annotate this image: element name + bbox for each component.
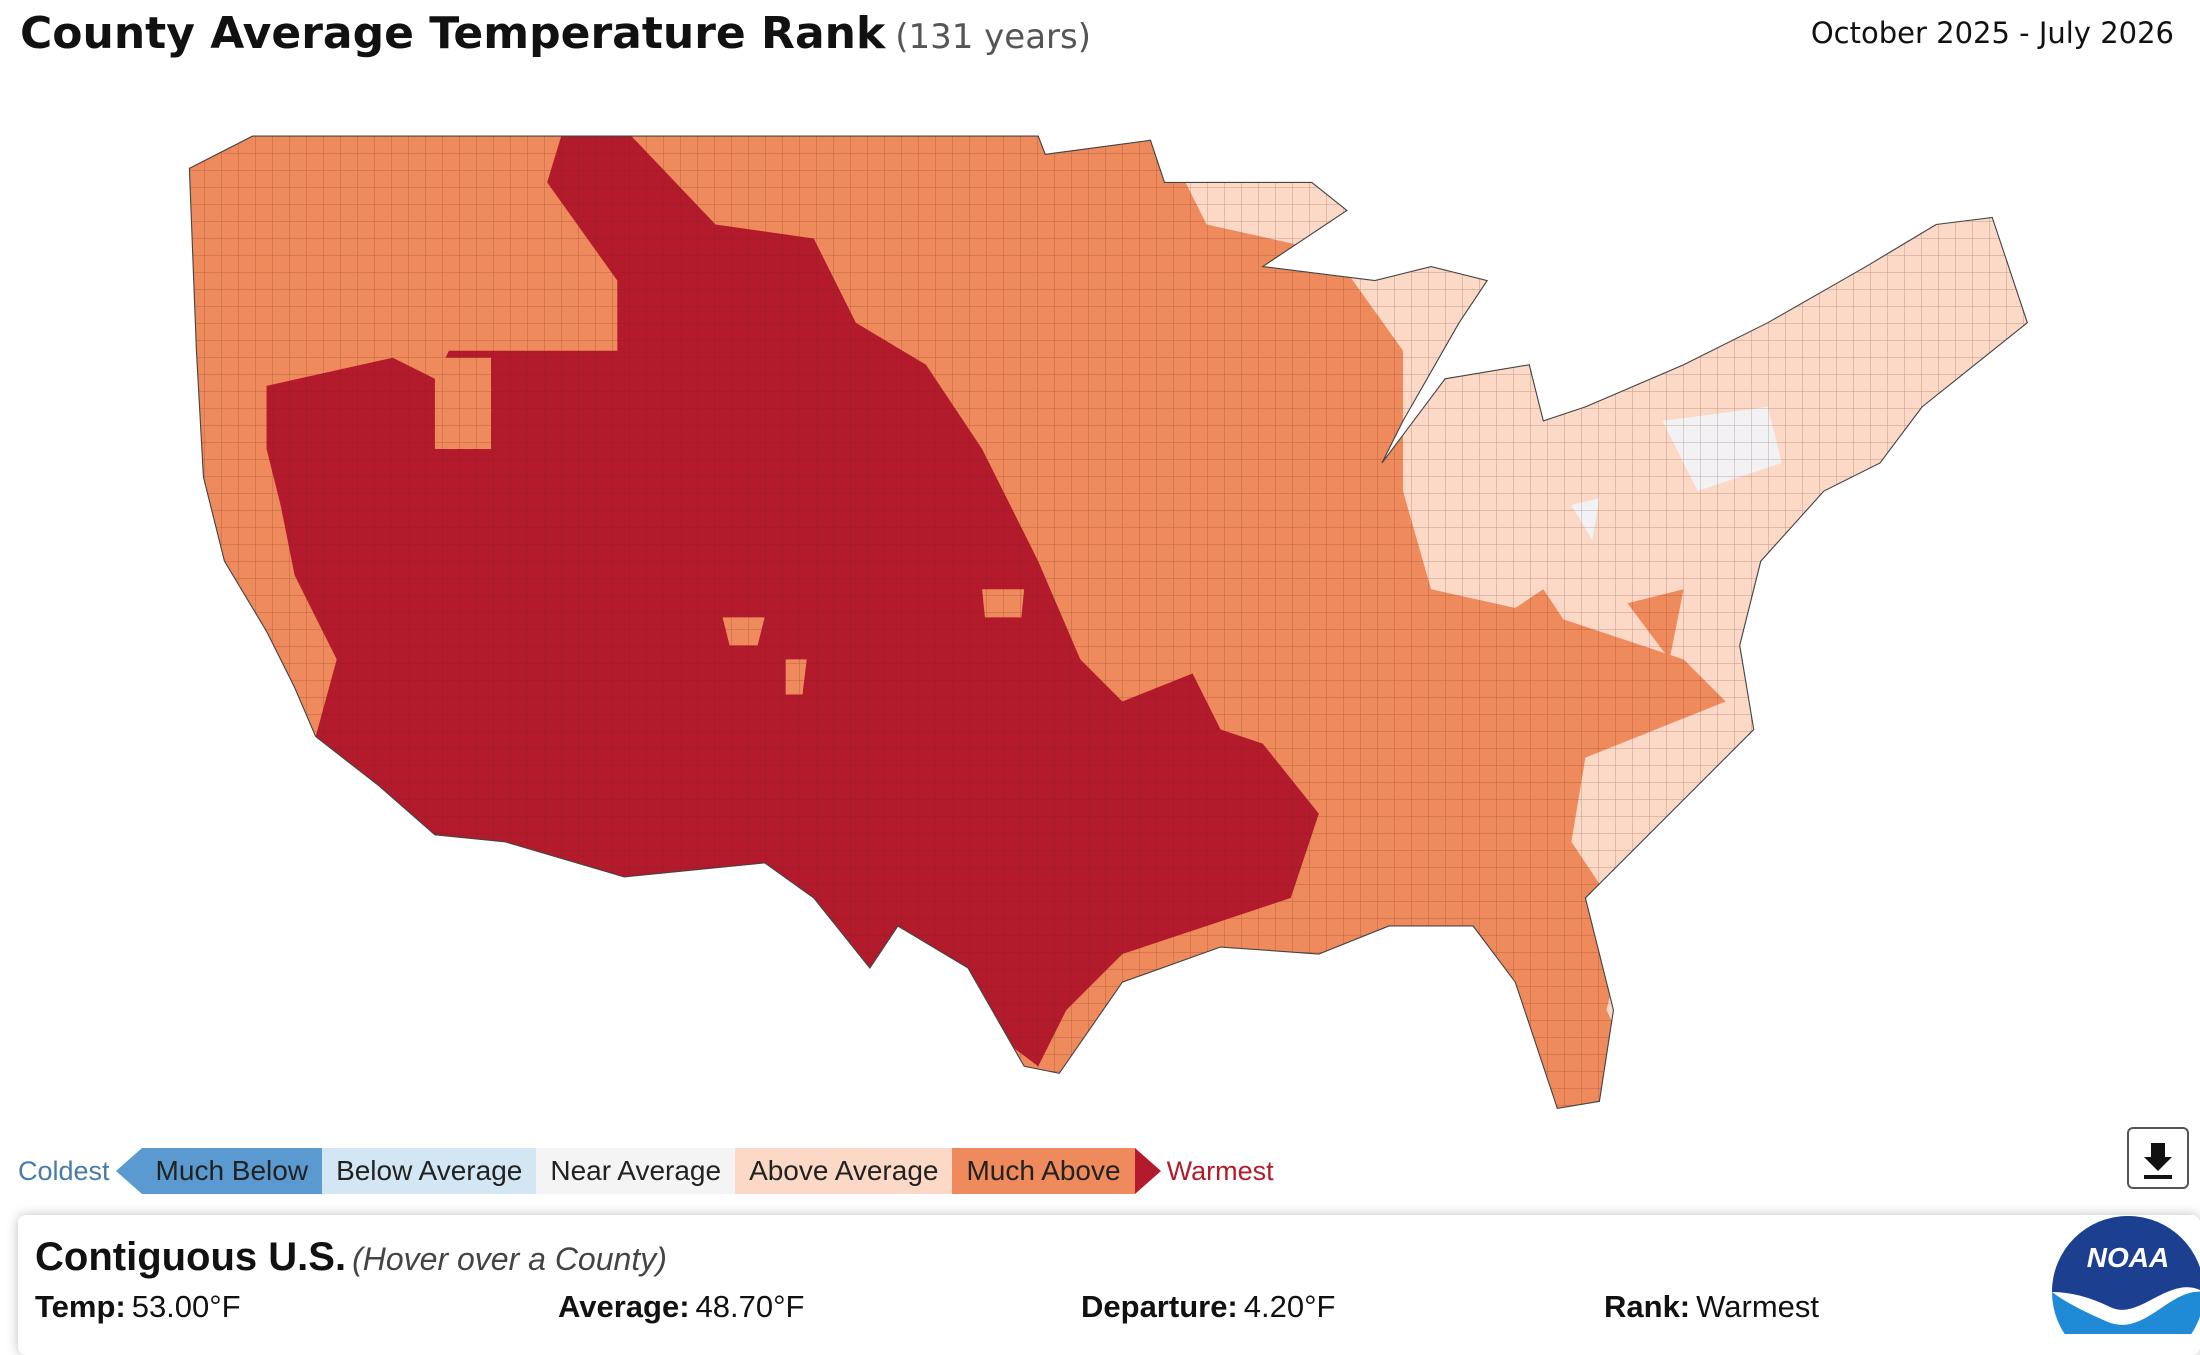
county-lines: [189, 136, 2028, 1109]
legend-arrow-left: [115, 1148, 142, 1194]
stat: Average: 48.70°F: [558, 1289, 1081, 1325]
legend-item[interactable]: Above Average: [735, 1148, 953, 1194]
legend-item[interactable]: Much Below: [141, 1148, 323, 1194]
download-button[interactable]: [2127, 1127, 2189, 1189]
period: October 2025 - July 2026: [1810, 16, 2174, 50]
legend-warmest: Warmest: [1166, 1155, 1274, 1186]
stat: Departure: 4.20°F: [1081, 1289, 1604, 1325]
info-title: Contiguous U.S. (Hover over a County): [35, 1235, 667, 1280]
legend: Coldest Much Below Below Average Near Avera…: [18, 1148, 1274, 1194]
stat: Temp: 53.00°F: [35, 1289, 558, 1325]
info-stats: Temp: 53.00°F Average: 48.70°F Departure: 4.2…: [35, 1289, 2127, 1325]
stat: Rank: Warmest: [1604, 1289, 2127, 1325]
info-hint: (Hover over a County): [352, 1241, 667, 1277]
stat-label: Average:: [558, 1289, 690, 1324]
stat-label: Rank:: [1604, 1289, 1691, 1324]
legend-item[interactable]: Near Average: [536, 1148, 736, 1194]
download-icon: [2144, 1143, 2172, 1179]
legend-item[interactable]: Below Average: [322, 1148, 537, 1194]
info-title-text: Contiguous U.S.: [35, 1235, 347, 1279]
legend-item[interactable]: Much Above: [952, 1148, 1135, 1194]
title-text: County Average Temperature Rank: [20, 8, 886, 59]
legend-coldest: Coldest: [18, 1155, 110, 1186]
subtitle: (131 years): [895, 17, 1092, 57]
info-panel: Contiguous U.S. (Hover over a County) Tem…: [18, 1215, 2200, 1355]
map-regions: [189, 136, 2028, 1109]
noaa-logo: NOAA: [2052, 1216, 2200, 1334]
stat-label: Temp:: [35, 1289, 126, 1324]
stat-value: 4.20°F: [1243, 1289, 1336, 1324]
stat-value: 53.00°F: [131, 1289, 241, 1324]
legend-arrow-right: [1134, 1148, 1161, 1194]
county-map[interactable]: [0, 0, 2200, 1140]
stat-label: Departure:: [1081, 1289, 1238, 1324]
logo-text: NOAA: [2087, 1242, 2169, 1273]
title: County Average Temperature Rank (131 year…: [20, 8, 1091, 59]
stat-value: Warmest: [1696, 1289, 1819, 1324]
stat-value: 48.70°F: [695, 1289, 805, 1324]
